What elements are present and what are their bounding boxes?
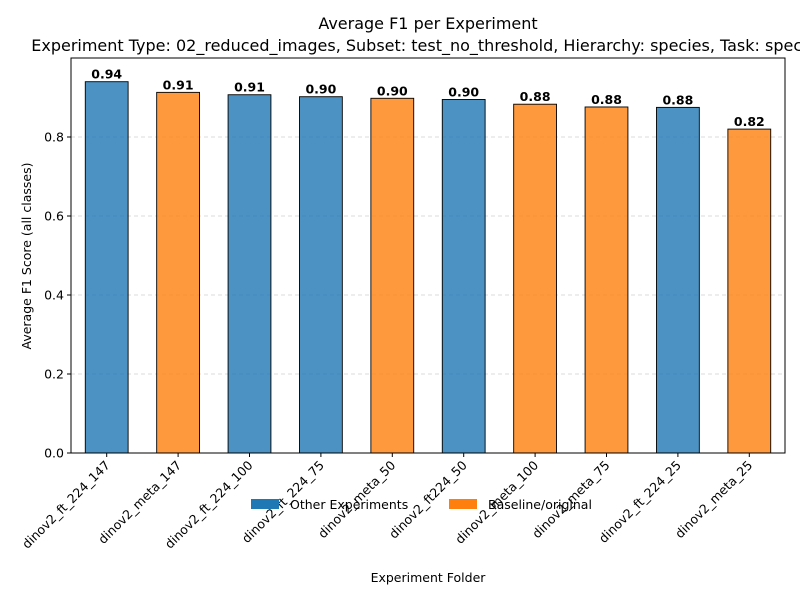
- y-tick-label: 0.8: [44, 130, 64, 145]
- y-tick-label: 0.4: [44, 288, 64, 303]
- y-tick-label: 0.0: [44, 446, 64, 461]
- legend-label-baseline: Baseline/original: [488, 497, 592, 512]
- data-labels: 0.94 0.91 0.91 0.90 0.90 0.90 0.88 0.88 0.88 0.82: [91, 67, 764, 129]
- x-axis-label: Experiment Folder: [371, 570, 487, 585]
- data-label: 0.94: [91, 67, 122, 82]
- chart-subtitle: Experiment Type: 02_reduced_images, Subs…: [31, 36, 800, 56]
- data-label: 0.91: [163, 77, 194, 92]
- chart-title: Average F1 per Experiment: [318, 14, 537, 33]
- bar-dinov2_meta_147: [156, 91, 200, 454]
- data-label: 0.88: [591, 92, 622, 107]
- bar-dinov2_ft_224_147: [84, 81, 129, 454]
- data-label: 0.90: [305, 82, 336, 97]
- bar-dinov2_meta_100: [513, 103, 557, 454]
- y-axis-label: Average F1 Score (all classes): [19, 163, 34, 350]
- bar-dinov2_ft_224_75: [299, 96, 343, 454]
- data-label: 0.88: [662, 92, 693, 107]
- data-label: 0.90: [448, 84, 479, 99]
- bar-dinov2_ft_224_100: [227, 94, 272, 454]
- plot-frame: [70, 57, 786, 454]
- legend-swatch-baseline: [449, 499, 477, 509]
- legend: Other Experiments Baseline/original: [251, 497, 592, 512]
- bars: [84, 81, 772, 454]
- y-tick-label: 0.6: [44, 209, 64, 224]
- bar-dinov2_meta_50: [370, 97, 415, 454]
- legend-swatch-other: [251, 499, 279, 509]
- legend-label-other: Other Experiments: [290, 497, 408, 512]
- bar-dinov2_ft_224_25: [656, 106, 700, 454]
- bar-dinov2_ft224_50: [441, 99, 486, 454]
- data-label: 0.91: [234, 80, 265, 95]
- bar-dinov2_meta_25: [727, 128, 772, 454]
- y-tick-label: 0.2: [44, 367, 64, 382]
- data-label: 0.82: [734, 114, 765, 129]
- bar-dinov2_meta_75: [584, 106, 629, 454]
- data-label: 0.90: [377, 83, 408, 98]
- x-tick-label: dinov2_meta_25: [672, 458, 756, 542]
- data-label: 0.88: [520, 89, 551, 104]
- y-axis: 0.0 0.2 0.4 0.6 0.8: [44, 130, 71, 461]
